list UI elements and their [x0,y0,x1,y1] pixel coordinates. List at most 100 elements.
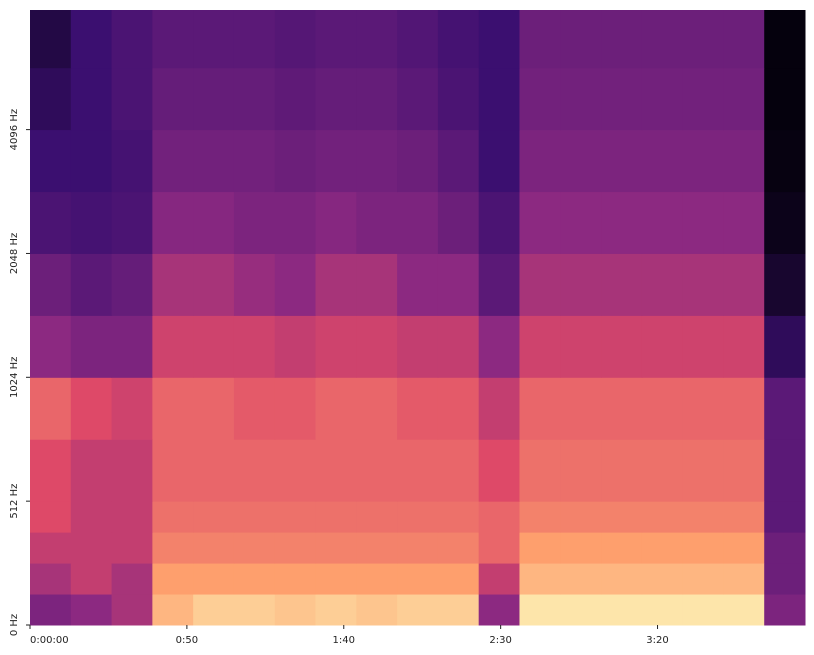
cell [274,315,317,378]
cell [111,191,153,254]
cell [30,253,72,316]
cell [111,377,153,440]
cell [193,377,235,440]
cell [682,377,724,440]
cell [641,439,684,502]
cell [356,532,398,564]
cell [70,563,113,595]
cell [315,563,357,595]
cell [601,501,643,533]
cell [315,253,357,316]
cell [152,10,194,69]
cell [601,315,643,378]
cell [519,191,561,254]
cell [397,377,439,440]
x-tick-label: 0:00:00 [30,635,69,646]
cell [764,532,806,564]
cell [193,563,235,595]
cell [723,67,765,131]
cell [70,594,113,626]
cell [601,67,643,131]
cell [437,129,480,193]
cell [152,501,194,533]
cell [193,315,235,378]
cell [641,129,684,193]
cell [601,191,643,254]
cell [397,501,439,533]
cell [274,253,317,316]
cell [437,563,480,595]
cell [560,377,602,440]
cell [641,377,684,440]
cell [356,129,398,193]
cell [641,501,684,533]
cell [478,67,520,131]
cell [723,191,765,254]
cell [233,439,276,502]
cell [560,67,602,131]
cell [723,253,765,316]
cell [601,563,643,595]
cell [519,532,561,564]
x-tick-label: 0:50 [176,635,198,646]
cell [682,253,724,316]
cell [111,10,153,69]
cell [560,253,602,316]
cell [70,129,113,193]
cell [519,67,561,131]
cell [519,253,561,316]
cell [437,253,480,316]
cell [478,439,520,502]
cell [397,439,439,502]
cell [560,315,602,378]
cell [519,439,561,502]
cell [764,594,806,626]
cell [70,191,113,254]
cell [682,315,724,378]
spectrogram [30,10,806,626]
cell [723,10,765,69]
cell [764,67,806,131]
cell [764,439,806,502]
cell [152,253,194,316]
cell [723,439,765,502]
cell [30,501,72,533]
cell [356,191,398,254]
cell [764,563,806,595]
cell [111,532,153,564]
cell [437,191,480,254]
cell [152,532,194,564]
cell [152,315,194,378]
cell [356,377,398,440]
cell [519,501,561,533]
cell [764,10,806,69]
y-tick-label: 1024 Hz [9,357,20,398]
cell [519,315,561,378]
cell [193,253,235,316]
cell [641,253,684,316]
cell [30,129,72,193]
cell [70,439,113,502]
cell [560,439,602,502]
cell [560,129,602,193]
cell [601,439,643,502]
cell [437,501,480,533]
cell [152,439,194,502]
cell [193,67,235,131]
cell [397,532,439,564]
cell [764,191,806,254]
cell [601,532,643,564]
cell [478,501,520,533]
cell [356,253,398,316]
cell [723,129,765,193]
cell [111,501,153,533]
cell [519,594,561,626]
cell [30,439,72,502]
cell [193,10,235,69]
cell [437,532,480,564]
cell [152,377,194,440]
cell [764,377,806,440]
cell [764,129,806,193]
cell [478,563,520,595]
cell [30,191,72,254]
